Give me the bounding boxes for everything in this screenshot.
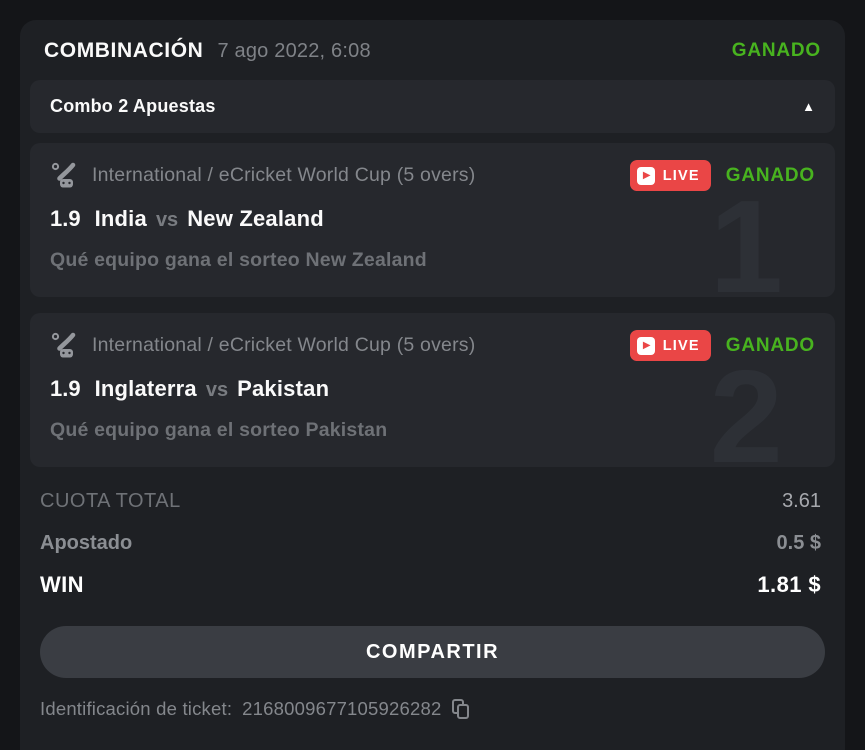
stake-value: 0.5 $	[776, 531, 821, 554]
league-label: International / eCricket World Cup (5 ov…	[92, 334, 476, 356]
vs-label: vs	[155, 209, 179, 231]
match-line: 1.9 India vs New Zealand	[50, 206, 815, 232]
ecricket-icon	[50, 331, 80, 361]
win-label: WIN	[40, 572, 84, 597]
bet-index-watermark: 2	[709, 343, 783, 468]
play-icon: ▶	[636, 336, 655, 355]
vs-label: vs	[205, 379, 229, 401]
odds-value: 1.9	[50, 376, 81, 401]
bet-status-badge: GANADO	[725, 164, 815, 186]
bet-item-2: 2 International / eCricket World Cup (5 …	[30, 313, 835, 467]
odds-value: 1.9	[50, 206, 81, 231]
away-team: New Zealand	[187, 206, 324, 231]
bet-item-1: 1 International / eCricket World Cup (5 …	[30, 143, 835, 297]
league-label: International / eCricket World Cup (5 ov…	[92, 164, 476, 186]
totals-section: CUOTA TOTAL 3.61 Apostado 0.5 $ WIN 1.81…	[40, 480, 821, 606]
stake-row: Apostado 0.5 $	[40, 522, 821, 564]
play-icon: ▶	[636, 166, 655, 185]
ticket-date: 7 ago 2022, 6:08	[217, 39, 371, 62]
total-odds-label: CUOTA TOTAL	[40, 489, 181, 512]
ticket-id-label: Identificación de ticket:	[40, 698, 233, 719]
home-team: Inglaterra	[94, 376, 197, 401]
ticket-status-badge: GANADO	[731, 40, 821, 61]
market-selection-label: Qué equipo gana el sorteo New Zealand	[50, 249, 427, 271]
bet-ticket-card: COMBINACIÓN 7 ago 2022, 6:08 GANADO Comb…	[20, 20, 845, 750]
combo-label: Combo 2 Apuestas	[50, 96, 216, 116]
win-row: WIN 1.81 $	[40, 564, 821, 606]
copy-icon[interactable]	[451, 698, 470, 720]
ticket-id-row: Identificación de ticket: 21680096771059…	[40, 698, 825, 720]
ticket-type-title: COMBINACIÓN	[44, 39, 204, 62]
share-button[interactable]: COMPARTIR	[40, 626, 825, 678]
away-team: Pakistan	[237, 376, 330, 401]
bet-status-badge: GANADO	[725, 334, 815, 356]
live-badge: ▶ LIVE	[629, 330, 711, 361]
win-value: 1.81 $	[757, 572, 821, 597]
total-odds-row: CUOTA TOTAL 3.61	[40, 480, 821, 522]
live-label: LIVE	[662, 167, 700, 184]
home-team: India	[94, 206, 147, 231]
combo-collapse-bar[interactable]: Combo 2 Apuestas ▲	[30, 80, 835, 133]
stake-label: Apostado	[40, 531, 133, 554]
chevron-up-icon[interactable]: ▲	[802, 99, 815, 114]
live-label: LIVE	[662, 337, 700, 354]
match-line: 1.9 Inglaterra vs Pakistan	[50, 376, 815, 402]
total-odds-value: 3.61	[782, 489, 821, 512]
ecricket-icon	[50, 161, 80, 191]
market-selection-label: Qué equipo gana el sorteo Pakistan	[50, 419, 388, 441]
bet-index-watermark: 1	[709, 173, 783, 298]
live-badge: ▶ LIVE	[629, 160, 711, 191]
ticket-id-value: 2168009677105926282	[242, 698, 442, 719]
ticket-header: COMBINACIÓN 7 ago 2022, 6:08 GANADO	[20, 20, 845, 68]
